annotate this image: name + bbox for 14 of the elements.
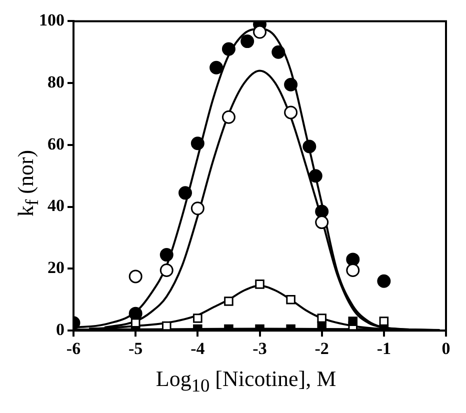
y-tick-label: 40 xyxy=(48,196,64,216)
y-tick-label: 100 xyxy=(39,10,64,30)
x-tick-label: -3 xyxy=(252,339,267,358)
x-tick-label: -2 xyxy=(314,339,329,358)
x-tick-label: 0 xyxy=(442,339,450,358)
x-tick-label: -4 xyxy=(190,339,206,358)
y-tick-label: 80 xyxy=(48,72,64,92)
y-tick-label: 0 xyxy=(56,320,64,339)
y-tick-label: 20 xyxy=(48,258,64,278)
x-axis-title: Log$_{10}$ [Nicotine], M xyxy=(154,366,338,396)
y-tick-label: 60 xyxy=(48,134,64,154)
x-tick-label: -6 xyxy=(66,339,81,358)
x-tick-label: -1 xyxy=(376,339,392,358)
x-tick-label: -5 xyxy=(128,339,143,358)
